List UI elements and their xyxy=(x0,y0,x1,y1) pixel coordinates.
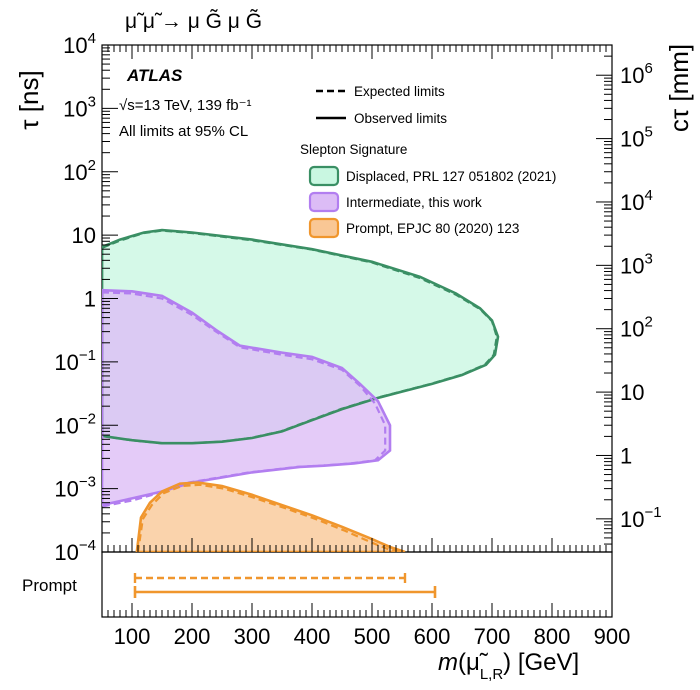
y2-tick-label: 104 xyxy=(620,187,653,215)
y2-tick-label: 1 xyxy=(620,443,632,468)
x-axis-title: m(μ̃L,R) [GeV] xyxy=(438,649,579,683)
legend-swatch-displaced xyxy=(308,165,340,187)
legend-observed-label: Observed limits xyxy=(354,111,447,126)
prompt-frame xyxy=(101,551,613,618)
area-prompt xyxy=(136,482,406,552)
y-axis-title: τ [ns] xyxy=(14,70,44,129)
x-tick-label: 800 xyxy=(534,624,571,649)
y-tick-label: 10−2 xyxy=(54,410,96,438)
y-tick-label: 10−4 xyxy=(54,537,96,565)
y-tick-label: 10−3 xyxy=(54,474,96,502)
expected-line-prompt xyxy=(136,483,402,552)
y2-tick-label: 102 xyxy=(620,314,653,342)
x-tick-label: 100 xyxy=(114,624,151,649)
process-title: μ̃ μ̃ → μ G̃ μ G̃ xyxy=(125,10,262,33)
y2-tick-label: 10 xyxy=(620,380,644,405)
cl-note: All limits at 95% CL xyxy=(119,123,248,140)
legend-swatch-prompt xyxy=(308,217,340,239)
legend-swatch-intermediate xyxy=(308,191,340,213)
legend-title: Slepton Signature xyxy=(300,142,407,157)
y-tick-label: 103 xyxy=(63,93,96,121)
legend-label-prompt: Prompt, EPJC 80 (2020) 123 xyxy=(346,221,519,236)
x-tick-label: 700 xyxy=(474,624,511,649)
experiment-label: ATLAS xyxy=(126,66,183,85)
y2-tick-label: 106 xyxy=(620,60,653,88)
legend-label-intermediate: Intermediate, this work xyxy=(346,195,482,210)
y2-tick-label: 103 xyxy=(620,250,653,278)
x-tick-label: 600 xyxy=(414,624,451,649)
y2-tick-label: 10−1 xyxy=(620,504,662,532)
y2-axis-title: cτ [mm] xyxy=(664,44,694,132)
prompt-label: Prompt xyxy=(22,576,77,595)
y-tick-label: 104 xyxy=(63,30,96,58)
observed-line-prompt xyxy=(135,481,406,552)
x-tick-label: 900 xyxy=(594,624,631,649)
x-tick-label: 200 xyxy=(174,624,211,649)
x-tick-label: 500 xyxy=(354,624,391,649)
y-tick-label: 1 xyxy=(84,287,96,312)
observed-line-displaced xyxy=(102,228,500,445)
x-tick-label: 300 xyxy=(234,624,271,649)
y-tick-label: 10 xyxy=(72,223,96,248)
legend-label-displaced: Displaced, PRL 127 051802 (2021) xyxy=(346,169,556,184)
area-intermediate xyxy=(102,290,390,506)
expected-line-intermediate xyxy=(102,291,387,508)
legend-expected-label: Expected limits xyxy=(354,84,445,99)
y2-tick-label: 105 xyxy=(620,124,653,152)
x-tick-label: 400 xyxy=(294,624,331,649)
y-tick-label: 102 xyxy=(63,157,96,185)
y-tick-label: 10−1 xyxy=(54,347,96,375)
energy-lumi-label: √s=13 TeV, 139 fb⁻¹ xyxy=(119,97,252,114)
